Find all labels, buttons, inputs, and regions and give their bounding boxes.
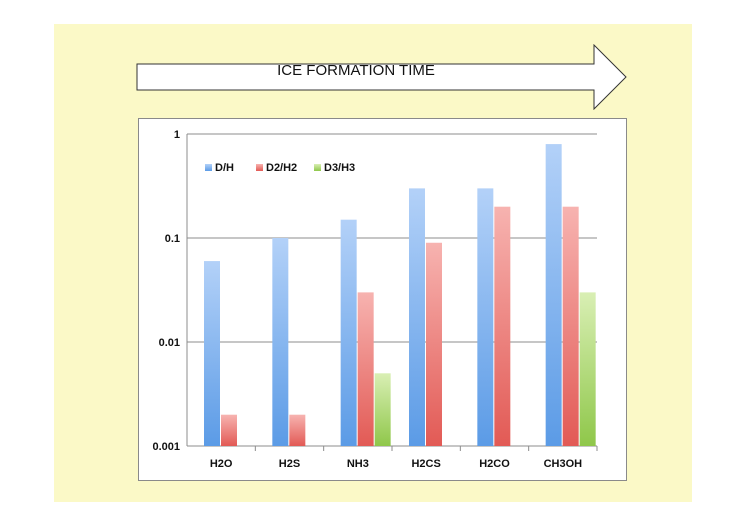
x-tick-label: H2CS bbox=[411, 458, 440, 470]
bar-d2-h2-ch3oh bbox=[562, 206, 579, 446]
y-tick-label: 0.001 bbox=[152, 441, 180, 453]
y-tick-label: 1 bbox=[174, 129, 180, 141]
x-tick-label: H2CO bbox=[479, 458, 510, 470]
y-tick-label: 0.01 bbox=[159, 337, 180, 349]
bar-d-h-h2o bbox=[204, 261, 220, 446]
bar-d-h-h2s bbox=[272, 238, 289, 446]
arrow-label: ICE FORMATION TIME bbox=[277, 62, 435, 79]
legend-swatch bbox=[314, 164, 321, 171]
x-tick-label: NH3 bbox=[347, 458, 369, 470]
bar-d-h-h2co bbox=[477, 188, 494, 446]
bar-d-h-nh3 bbox=[340, 219, 357, 446]
legend-swatch bbox=[205, 164, 212, 171]
x-tick-label: H2O bbox=[210, 458, 233, 470]
y-tick-label: 0.1 bbox=[165, 233, 180, 245]
x-tick-label: CH3OH bbox=[544, 458, 583, 470]
time-arrow bbox=[136, 44, 627, 110]
chart-container: 0.001 0.01 0.1 1 H2O H2S NH3 H2CS H2CO CH3OH D/H D2… bbox=[138, 118, 627, 481]
bar-d3-h3-nh3 bbox=[374, 373, 391, 446]
bar-chart: 0.001 0.01 0.1 1 H2O H2S NH3 H2CS H2CO CH3OH D/H D2… bbox=[152, 129, 598, 470]
bar-d2-h2-h2o bbox=[221, 414, 237, 446]
bar-d2-h2-h2s bbox=[289, 414, 306, 446]
bar-d-h-ch3oh bbox=[545, 144, 562, 446]
bar-d3-h3-ch3oh bbox=[579, 292, 596, 446]
legend-label: D3/H3 bbox=[324, 162, 355, 174]
x-tick-label: H2S bbox=[279, 458, 300, 470]
bar-d2-h2-h2co bbox=[494, 206, 511, 446]
legend-label: D2/H2 bbox=[266, 162, 297, 174]
legend-label: D/H bbox=[215, 162, 234, 174]
bar-d2-h2-h2cs bbox=[426, 242, 442, 446]
bar-d-h-h2cs bbox=[409, 188, 425, 446]
legend-swatch bbox=[256, 164, 263, 171]
bar-d2-h2-nh3 bbox=[357, 292, 374, 446]
